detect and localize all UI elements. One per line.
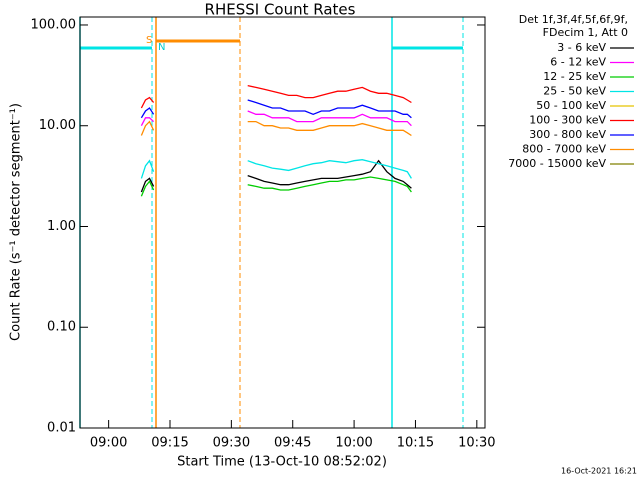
legend-label: 3 - 6 keV — [557, 41, 606, 54]
y-tick-label: 100.00 — [31, 17, 77, 32]
x-tick-label: 09:15 — [151, 436, 188, 451]
y-tick-label: 10.00 — [39, 118, 76, 133]
legend-label: 12 - 25 keV — [543, 70, 606, 83]
legend-label: 800 - 7000 keV — [522, 143, 606, 156]
legend-label: 6 - 12 keV — [550, 56, 606, 69]
series-line — [140, 99, 412, 119]
plot-frame — [79, 16, 486, 429]
legend-label: 7000 - 15000 keV — [508, 157, 606, 170]
x-tick-label: 10:30 — [458, 436, 495, 451]
series-line — [140, 159, 412, 193]
y-tick-label: 0.10 — [47, 320, 76, 335]
legend-label: 300 - 800 keV — [529, 128, 606, 141]
timestamp: 16-Oct-2021 16:21 — [561, 467, 637, 476]
annotation: S — [146, 35, 152, 46]
x-tick-label: 09:30 — [213, 436, 250, 451]
y-tick-label: 1.00 — [47, 219, 76, 234]
series-line — [140, 84, 412, 109]
series-line — [140, 110, 412, 127]
y-tick-label: 0.01 — [47, 421, 76, 436]
x-tick-label: 10:00 — [335, 436, 372, 451]
series-line — [140, 176, 412, 197]
legend-label: 50 - 100 keV — [536, 99, 606, 112]
y-axis-label: Count Rate (s⁻¹ detector segment⁻¹) — [9, 103, 24, 341]
legend-title: Det 1f,3f,4f,5f,6f,9f, — [519, 13, 628, 26]
annotation: N — [158, 42, 165, 53]
series-line — [140, 120, 412, 137]
x-tick-label: 10:15 — [397, 436, 434, 451]
x-tick-label: 09:00 — [90, 436, 127, 451]
chart-title: RHESSI Count Rates — [205, 1, 356, 19]
legend-label: 25 - 50 keV — [543, 85, 606, 98]
series-line — [140, 159, 412, 179]
x-tick-label: 09:45 — [274, 436, 311, 451]
legend-label: 100 - 300 keV — [529, 114, 606, 127]
x-axis-label: Start Time (13-Oct-10 08:52:02) — [177, 455, 387, 470]
legend-title: FDecim 1, Att 0 — [543, 26, 628, 39]
